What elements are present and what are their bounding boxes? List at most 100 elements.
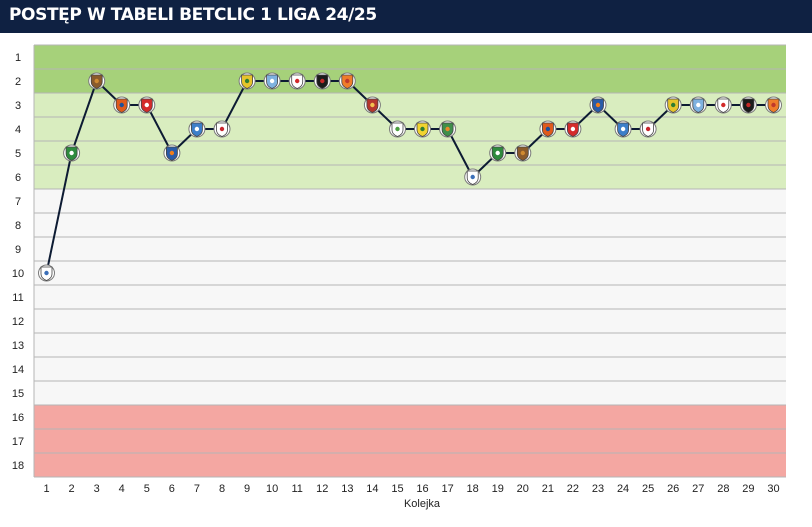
x-tick-label: 9 [244,483,250,495]
data-point [163,144,181,162]
data-point [464,168,482,186]
x-tick-label: 13 [341,483,353,495]
x-tick-label: 22 [567,483,579,495]
data-point [188,120,206,138]
data-point [263,72,281,90]
data-point [113,96,131,114]
data-point [739,96,757,114]
header-bar: POSTĘP W TABELI BETCLIC 1 LIGA 24/25 [0,0,812,33]
x-tick-label: 5 [144,483,150,495]
data-point [414,120,431,138]
crest-emblem [144,102,149,108]
crest-emblem [320,78,325,84]
y-tick-label: 10 [12,268,24,280]
data-point [338,72,356,90]
y-tick-label: 8 [15,220,21,232]
crest-emblem [470,174,475,180]
data-point [714,96,732,114]
x-tick-label: 17 [441,483,453,495]
x-tick-label: 20 [517,483,529,495]
y-tick-label: 14 [12,364,24,376]
data-point [389,120,406,138]
y-tick-label: 4 [15,124,21,136]
crest-emblem [194,126,200,132]
x-tick-label: 14 [366,483,378,495]
crest-emblem [520,150,525,156]
crest-emblem [94,78,99,84]
x-tick-label: 25 [642,483,654,495]
data-point [765,96,782,114]
x-axis-ticks: 1 2 3 4 5 6 7 8 9 10 11 12 13 14 15 16 17 18 19 20 21 22 23 24 2… [43,483,779,495]
y-tick-label: 2 [15,76,21,88]
y-tick-label: 17 [12,436,24,448]
x-tick-label: 1 [43,483,49,495]
crest-emblem [370,102,375,108]
x-tick-label: 29 [742,483,754,495]
y-tick-label: 6 [15,172,21,184]
y-tick-label: 9 [15,244,21,256]
y-tick-label: 18 [12,460,24,472]
data-point [489,144,507,162]
x-tick-label: 11 [291,483,302,495]
x-tick-label: 10 [266,483,278,495]
y-tick-label: 7 [15,196,21,208]
x-tick-label: 4 [119,483,125,495]
y-tick-label: 12 [12,316,24,328]
crest-emblem [295,78,300,84]
y-tick-label: 13 [12,340,24,352]
data-point [439,120,457,138]
crest-emblem [269,78,275,84]
crest-emblem [771,102,776,108]
crest-emblem [746,102,751,108]
x-tick-label: 8 [219,483,225,495]
crest-emblem [595,102,601,108]
data-point [288,72,306,90]
data-point [614,120,632,138]
crest-emblem [244,78,250,84]
x-tick-label: 3 [94,483,100,495]
crest-emblem [495,150,500,156]
data-point [539,120,557,138]
data-point [63,144,81,162]
x-tick-label: 7 [194,483,200,495]
crest-emblem [445,126,450,132]
x-tick-label: 27 [692,483,704,495]
data-point [639,120,657,138]
data-point [363,96,381,114]
x-tick-label: 23 [592,483,604,495]
crest-emblem [420,126,425,132]
crest-emblem [620,126,626,132]
data-point [38,264,55,282]
x-tick-label: 24 [617,483,629,495]
crest-emblem [545,126,551,132]
crest-emblem [696,102,701,108]
crest-emblem [69,150,74,156]
y-tick-label: 5 [15,148,21,160]
x-axis-title: Kolejka [404,498,441,510]
data-point [213,120,231,138]
data-point [564,120,582,138]
crest-emblem [169,150,175,156]
y-tick-label: 11 [12,292,23,304]
data-point [514,144,532,162]
data-point [238,72,256,90]
data-point [138,96,156,114]
x-tick-label: 28 [717,483,729,495]
x-tick-label: 21 [542,483,554,495]
grid-lines [33,44,786,478]
data-points [38,72,782,282]
y-tick-label: 15 [12,388,24,400]
zone-relegation [34,405,786,477]
crest-emblem [345,78,350,84]
x-tick-label: 12 [316,483,328,495]
x-tick-label: 19 [492,483,504,495]
x-tick-label: 26 [667,483,679,495]
data-point [589,96,607,114]
crest-emblem [119,102,124,108]
y-tick-label: 3 [15,100,21,112]
x-tick-label: 2 [69,483,75,495]
data-point [664,96,682,114]
page-title: POSTĘP W TABELI BETCLIC 1 LIGA 24/25 [9,5,377,25]
